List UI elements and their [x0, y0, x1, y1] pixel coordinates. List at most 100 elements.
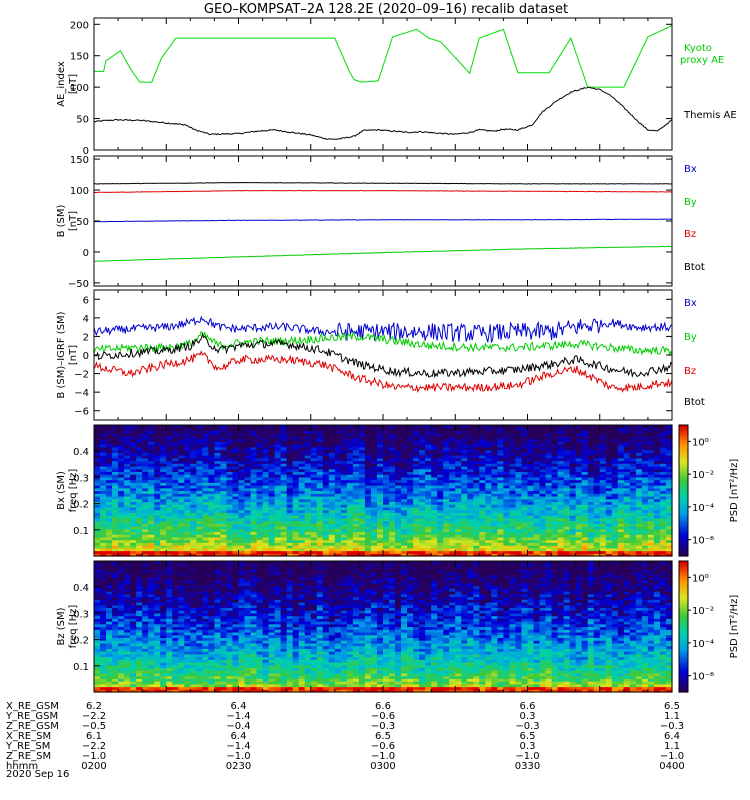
spectrogram-cell [383, 498, 390, 503]
spectrogram-cell [112, 449, 119, 453]
spectrogram-cell [100, 509, 107, 513]
spectrogram-cell [413, 452, 420, 456]
spectrogram-cell [557, 433, 565, 437]
spectrogram-cell [515, 435, 523, 440]
spectrogram-cell [611, 501, 619, 505]
spectrogram-cell [491, 460, 498, 464]
spectrogram-cell [407, 501, 414, 505]
spectrogram-cell [316, 438, 324, 442]
spectrogram-cell [184, 506, 191, 511]
spectrogram-cell [172, 539, 179, 543]
spectrogram-cell [515, 525, 523, 530]
spectrogram-cell [449, 471, 456, 475]
spectrogram-cell [521, 515, 529, 519]
spectrogram-cell [659, 534, 667, 538]
spectrogram-cell [479, 547, 486, 552]
spectrogram-cell [328, 525, 336, 530]
spectrogram-cell [599, 471, 607, 475]
spectrogram-cell [376, 523, 384, 527]
spectrogram-cell [443, 523, 450, 527]
spectrogram-cell [653, 449, 661, 453]
spectrogram-cell [364, 542, 372, 546]
spectrogram-cell [208, 471, 216, 475]
spectrogram-cell [629, 498, 637, 503]
spectrogram-cell [136, 523, 143, 527]
spectrogram-cell [425, 509, 432, 513]
spectrogram-cell [268, 545, 276, 549]
spectrogram-cell [256, 509, 264, 513]
spectrogram-cell [226, 438, 234, 442]
spectrogram-cell [395, 427, 402, 432]
spectrogram-cell [647, 444, 655, 448]
spectrogram-cell [250, 425, 258, 429]
spectrogram-cell [569, 457, 577, 462]
spectrogram-cell [178, 460, 185, 464]
spectrogram-cell [479, 441, 486, 445]
spectrogram-cell [226, 528, 234, 533]
spectrogram-cell [629, 536, 637, 541]
spectrogram-cell [515, 441, 523, 445]
spectrogram-cell [605, 523, 613, 527]
spectrogram-cell [623, 528, 631, 533]
spectrogram-cell [419, 523, 426, 527]
spectrogram-cell [202, 504, 209, 508]
spectrogram-cell [166, 504, 173, 508]
spectrogram-cell [346, 463, 354, 467]
spectrogram-cell [623, 427, 631, 432]
spectrogram-cell [569, 465, 577, 470]
spectrogram-cell [407, 490, 414, 494]
spectrogram-cell [575, 476, 583, 481]
spectrogram-cell [461, 468, 468, 472]
spectrogram-cell [268, 479, 276, 483]
spectrogram-cell [112, 512, 119, 516]
spectrogram-cell [280, 490, 288, 494]
spectrogram-cell [467, 520, 474, 524]
spectrogram-cell [100, 433, 107, 437]
spectrogram-cell [142, 520, 149, 524]
spectrogram-cell [473, 547, 480, 552]
spectrogram-cell [599, 493, 607, 497]
spectrogram-cell [298, 495, 306, 500]
spectrogram-cell [172, 501, 179, 505]
spectrogram-cell [106, 517, 113, 522]
spectrogram-cell [142, 528, 149, 533]
spectrogram-cell [358, 438, 366, 442]
spectrogram-cell [208, 476, 216, 481]
spectrogram-cell [443, 487, 450, 492]
spectrogram-cell [581, 452, 589, 456]
spectrogram-cell [509, 550, 517, 554]
spectrogram-cell [599, 545, 607, 549]
spectrogram-cell [286, 536, 294, 541]
spectrogram-cell [202, 531, 209, 535]
spectrogram-cell [220, 498, 228, 503]
spectrogram-cell [280, 528, 288, 533]
spectrogram-cell [256, 479, 264, 483]
spectrogram-cell [190, 525, 197, 530]
spectrogram-cell [130, 433, 137, 437]
spectrogram-cell [527, 460, 535, 464]
spectrogram-cell [256, 465, 264, 470]
spectrogram-cell [256, 523, 264, 527]
spectrogram-cell [461, 512, 468, 516]
spectrogram-cell [653, 528, 661, 533]
spectrogram-cell [449, 452, 456, 456]
spectrogram-cell [413, 490, 420, 494]
spectrogram-cell [106, 455, 113, 459]
spectrogram-cell [635, 550, 643, 554]
spectrogram-cell [449, 504, 456, 508]
spectrogram-cell [521, 435, 529, 440]
spectrogram-cell [437, 498, 444, 503]
spectrogram-cell [226, 449, 234, 453]
spectrogram-cell [136, 506, 143, 511]
spectrogram-cell [292, 534, 300, 538]
spectrogram-cell [172, 490, 179, 494]
spectrogram-cell [148, 468, 155, 472]
spectrogram-cell [340, 476, 348, 481]
spectrogram-cell [425, 525, 432, 530]
spectrogram-cell [202, 493, 209, 497]
spectrogram-cell [407, 512, 414, 516]
spectrogram-cell [653, 542, 661, 546]
spectrogram-cell [136, 457, 143, 462]
spectrogram-cell [437, 433, 444, 437]
spectrogram-cell [443, 449, 450, 453]
